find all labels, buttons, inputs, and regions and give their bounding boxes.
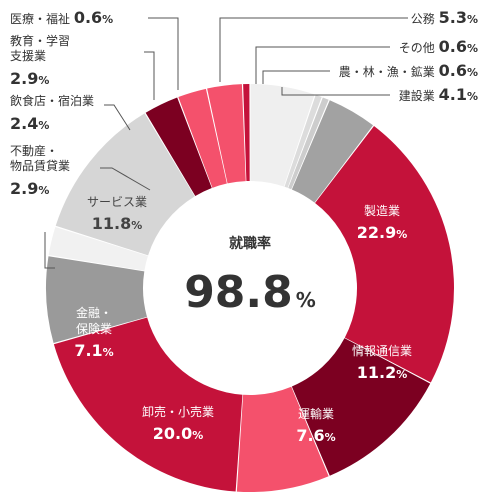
center-value-number: 98.8 (184, 267, 293, 318)
label-医療-福祉: 医療・福祉 0.6% (10, 8, 113, 27)
center-value-unit: % (296, 288, 316, 312)
label-name-金融-保険業: 保険業 (76, 322, 112, 336)
leader-不動産-物品賃貸業 (100, 167, 151, 191)
slice-飲食店-宿泊業 (178, 88, 227, 188)
label-name-運輸業: 運輸業 (298, 406, 334, 421)
label-value-運輸業: 7.6% (296, 426, 335, 445)
leader-飲食店-宿泊業 (104, 104, 131, 131)
label-name-教育-学習支援業: 教育・学習 (10, 33, 70, 48)
label-value-不動産-物品賃貸業: 2.9% (10, 179, 49, 198)
slice-情報通信業 (291, 338, 431, 476)
label-公務: 公務 5.3% (411, 8, 478, 27)
label-name-情報通信業: 情報通信業 (352, 344, 412, 358)
label-name-教育-学習支援業: 支援業 (10, 49, 46, 63)
leader-公務 (219, 17, 408, 82)
slice-不動産-物品賃貸業 (145, 97, 212, 197)
slice-医療-福祉 (243, 84, 250, 182)
label-建設業: 建設業 4.1% (399, 85, 478, 104)
label-value-金融-保険業: 7.1% (74, 341, 113, 360)
label-その他: その他 0.6% (399, 37, 478, 56)
label-value-情報通信業: 11.2% (357, 363, 408, 382)
leader-農-林-漁-鉱業 (262, 70, 330, 84)
label-value-教育-学習支援業: 2.9% (10, 69, 49, 88)
leader-その他 (255, 46, 390, 84)
label-value-製造業: 22.9% (357, 223, 408, 242)
label-name-製造業: 製造業 (364, 204, 400, 218)
slice-卸売-小売業 (53, 317, 243, 492)
slice-教育-学習支援業 (207, 84, 246, 184)
label-農-林-漁-鉱業: 農・林・漁・鉱業 0.6% (339, 61, 478, 80)
leader-unlabeled (44, 232, 55, 269)
slice-金融-保険業 (46, 256, 147, 344)
label-value-卸売-小売業: 20.0% (153, 424, 204, 443)
label-value-飲食店-宿泊業: 2.4% (10, 114, 49, 133)
slice-建設業 (291, 100, 374, 203)
label-name-不動産-物品賃貸業: 物品賃貸業 (10, 158, 70, 173)
slice-公務 (250, 84, 315, 187)
slice-運輸業 (236, 386, 329, 492)
center-title: 就職率 (229, 235, 271, 252)
donut-slices (46, 84, 455, 492)
leader-lines (44, 17, 408, 269)
slice-その他 (284, 94, 322, 188)
label-name-不動産-物品賃貸業: 不動産・ (10, 143, 58, 158)
label-name-サービス業: サービス業 (87, 195, 147, 209)
slice-製造業 (315, 126, 455, 383)
label-value-サービス業: 11.8% (92, 214, 143, 233)
slice-labels: 公務 5.3% その他 0.6% 農・林・漁・鉱業 0.6% 建設業 4.1% 製造業 2… (10, 8, 478, 445)
leader-医療-福祉 (148, 17, 179, 90)
center-value: 98.8% (184, 267, 316, 318)
leader-建設業 (281, 87, 390, 96)
slice-unlabeled (48, 226, 148, 271)
leader-教育-学習支援業 (144, 51, 155, 100)
label-name-卸売-小売業: 卸売・小売業 (142, 404, 214, 419)
label-name-飲食店-宿泊業: 飲食店・宿泊業 (10, 93, 94, 108)
label-name-金融-保険業: 金融・ (76, 305, 112, 320)
slice-サービス業 (55, 113, 195, 256)
slice-農-林-漁-鉱業 (288, 97, 329, 190)
